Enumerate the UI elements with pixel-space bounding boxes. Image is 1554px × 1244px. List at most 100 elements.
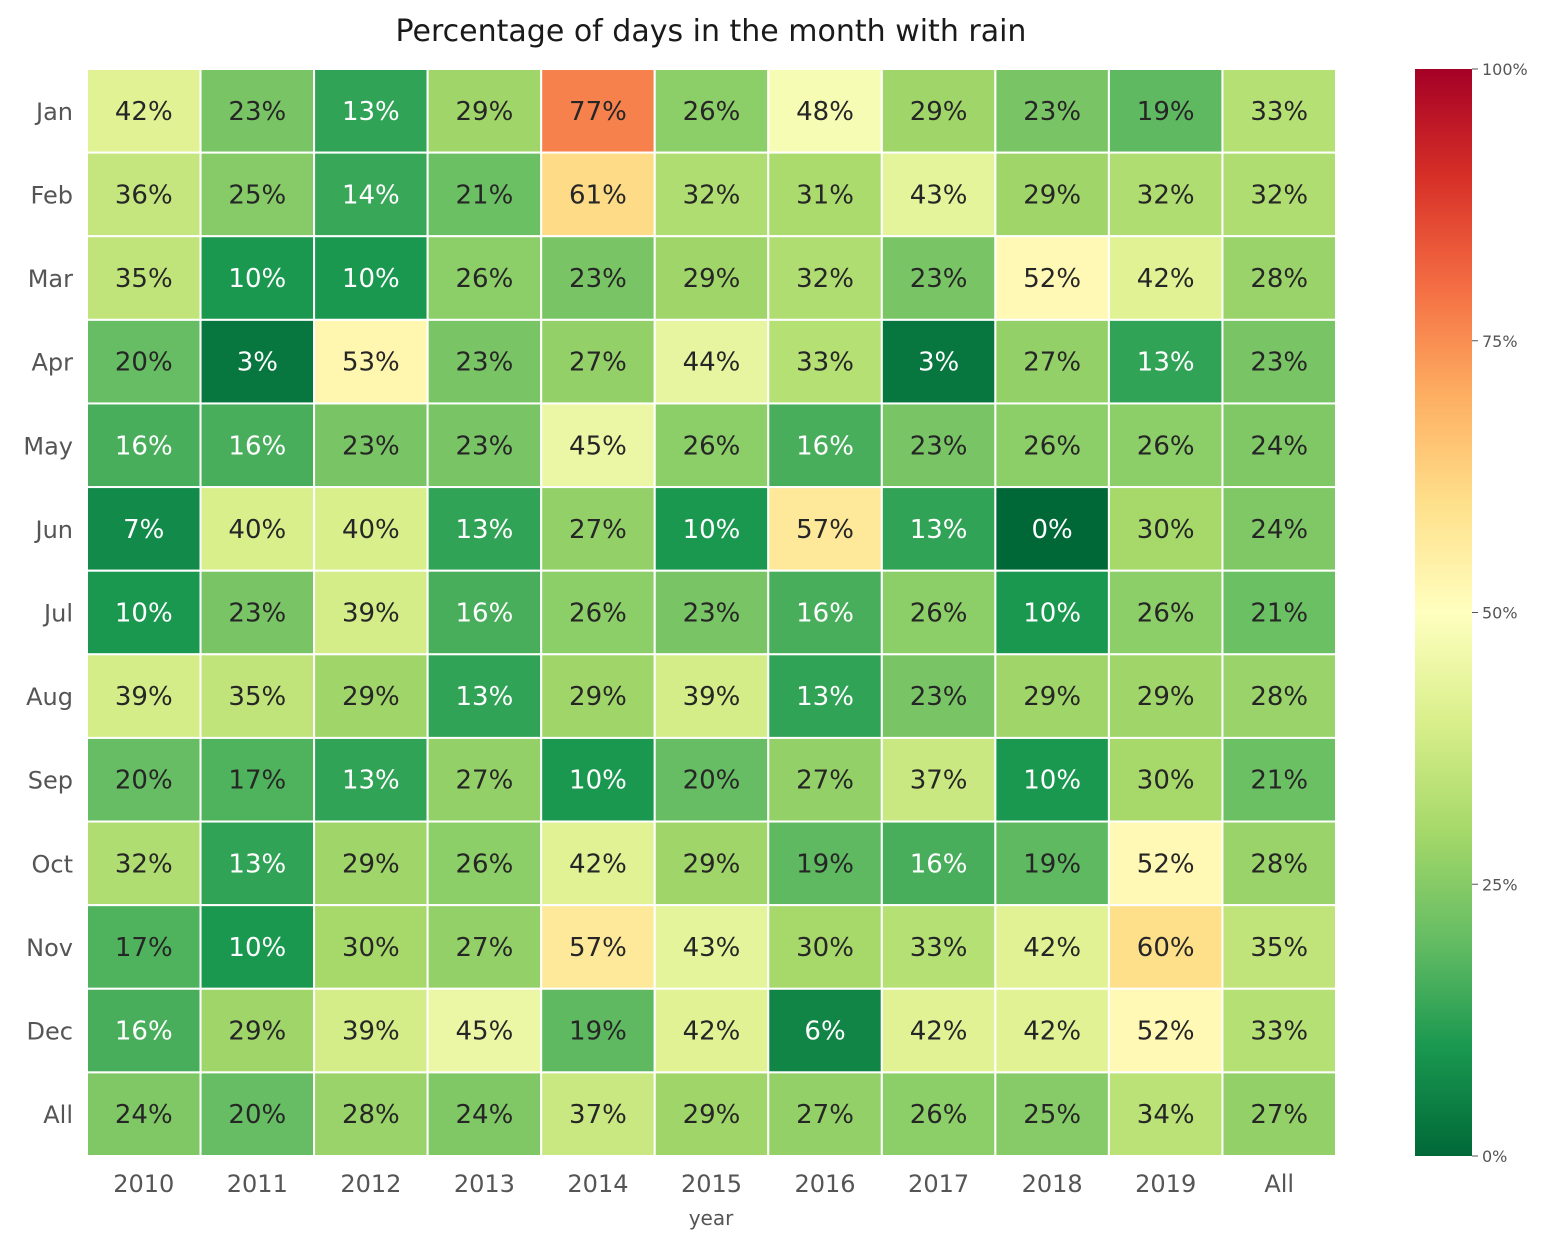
heatmap-cell [994,235,1110,321]
heatmap-cell [86,151,202,238]
heatmap-cell [199,1071,316,1158]
cell-value-label: 29% [1023,180,1081,210]
cell-value-label: 17% [228,766,286,796]
cell-value-label: 27% [456,933,514,963]
cell-value-label: 26% [1023,431,1081,461]
cell-value-label: 37% [569,1100,627,1130]
y-tick-label: Feb [31,181,74,209]
heatmap-cell [1107,569,1224,656]
cell-value-label: 13% [456,515,514,545]
heatmap-cell [1221,318,1338,405]
cell-value-label: 29% [910,97,968,127]
heatmap-cell [540,820,656,907]
heatmap-cell [540,235,656,321]
y-tick-label: Nov [26,934,73,962]
cell-value-label: 29% [1137,682,1195,712]
heatmap-cell [767,987,883,1074]
heatmap-cell [426,653,543,739]
cell-value-label: 23% [910,264,968,294]
cell-value-label: 25% [228,180,286,210]
heatmap-cell [313,151,429,238]
cell-value-label: 20% [115,348,173,378]
heatmap-cell [880,68,997,154]
cell-value-label: 24% [1250,515,1308,545]
cell-value-label: 44% [683,348,741,378]
heatmap-cell [1107,653,1224,739]
heatmap-cell [86,653,202,739]
cell-value-label: 30% [342,933,400,963]
heatmap-cell [880,569,997,656]
cell-value-label: 23% [456,431,514,461]
heatmap-cell [426,402,543,489]
colorbar-tick-label: 100% [1482,60,1528,79]
cell-value-label: 13% [796,682,854,712]
cell-value-label: 13% [228,849,286,879]
cell-value-label: 27% [456,766,514,796]
cell-value-label: 28% [1250,682,1308,712]
cell-value-label: 29% [683,264,741,294]
heatmap-cell [1221,904,1338,990]
x-tick-label: 2015 [681,1170,742,1198]
cell-value-label: 10% [228,264,286,294]
heatmap-cell [426,318,543,405]
heatmap-cell [540,653,656,739]
colorbar-tick-label: 75% [1482,332,1518,351]
x-tick-labels: 2010 2011 2012 2013 2014 2015 2016 2017 2018 2019… [113,1170,1294,1198]
heatmap-cell [426,820,543,907]
cell-value-label: 35% [228,682,286,712]
y-tick-label: All [43,1101,73,1129]
cell-value-label: 33% [1250,1017,1308,1047]
cell-value-label: 13% [456,682,514,712]
heatmap-cell [313,318,429,405]
heatmap-cell [994,736,1110,823]
cell-value-label: 25% [1023,1100,1081,1130]
cell-value-label: 21% [1250,599,1308,629]
heatmap-cell [86,68,202,154]
cell-value-label: 31% [796,180,854,210]
heatmap-cell [199,68,316,154]
cell-value-label: 13% [910,515,968,545]
cell-value-label: 29% [683,1100,741,1130]
cell-value-label: 39% [683,682,741,712]
cell-value-label: 27% [1250,1100,1308,1130]
heatmap-cell [1107,987,1224,1074]
heatmap-cell [653,68,770,154]
cell-value-label: 6% [804,1017,845,1047]
heatmap-cell [1107,904,1224,990]
cell-value-label: 26% [1137,431,1195,461]
heatmap-cell [653,904,770,990]
cell-value-label: 42% [910,1017,968,1047]
y-tick-label: Jun [34,516,74,544]
cell-value-label: 29% [228,1017,286,1047]
cell-value-label: 23% [1250,348,1308,378]
cell-value-label: 20% [115,766,173,796]
heatmap-cell [1221,569,1338,656]
cell-value-label: 43% [683,933,741,963]
heatmap-cell [1221,1071,1338,1158]
heatmap-cell [426,486,543,572]
heatmap-cell [767,1071,883,1158]
heatmap-cell [994,904,1110,990]
cell-value-label: 39% [342,599,400,629]
heatmap-cell [199,402,316,489]
heatmap-cell [313,987,429,1074]
cell-value-label: 19% [1023,849,1081,879]
heatmap-cell [880,904,997,990]
heatmap-cell [313,569,429,656]
cell-value-label: 24% [1250,431,1308,461]
x-tick-label: 2012 [340,1170,401,1198]
cell-value-label: 57% [796,515,854,545]
colorbar-tick-label: 25% [1482,875,1518,894]
cell-value-label: 26% [1137,599,1195,629]
cell-value-label: 28% [1250,849,1308,879]
cell-value-label: 53% [342,348,400,378]
cell-value-label: 23% [910,431,968,461]
x-tick-label: 2019 [1135,1170,1196,1198]
heatmap-cell [994,569,1110,656]
cell-value-label: 19% [569,1017,627,1047]
y-tick-label: Apr [31,349,73,377]
cell-value-label: 57% [569,933,627,963]
colorbar-tick-label: 0% [1482,1147,1507,1166]
y-tick-label: May [23,432,73,460]
cell-value-label: 27% [796,1100,854,1130]
